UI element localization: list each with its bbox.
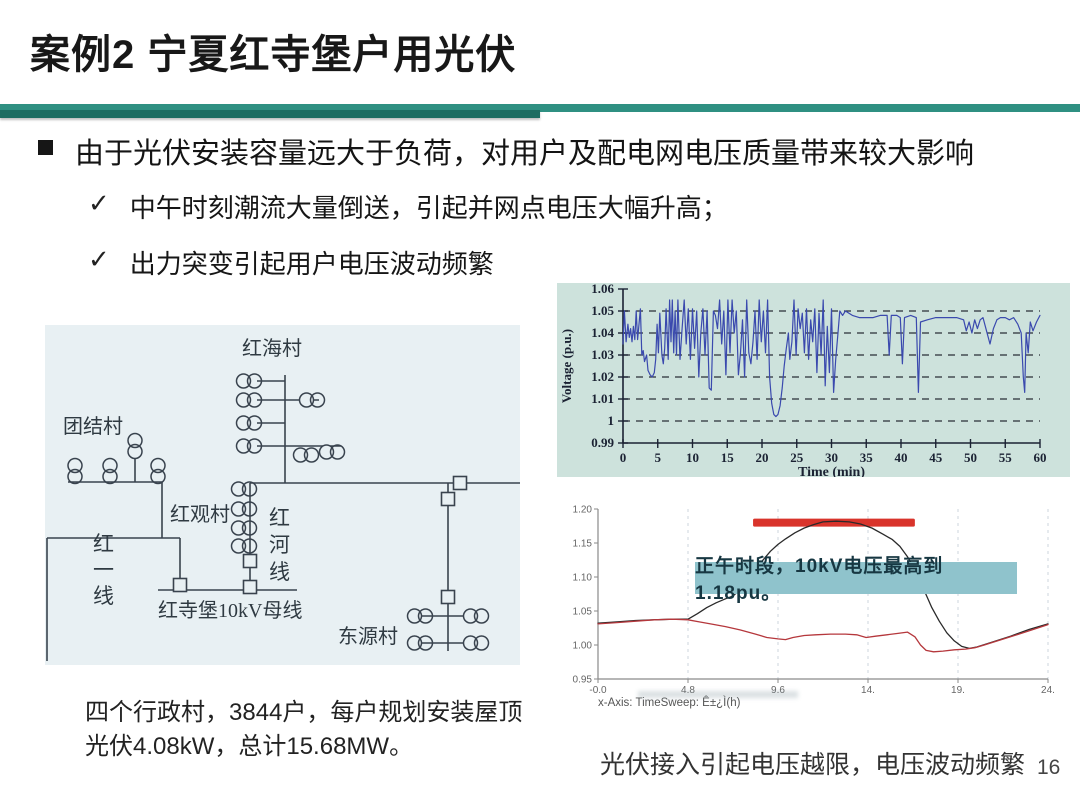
page-title: 案例2 宁夏红寺堡户用光伏 [30, 33, 517, 77]
svg-text:35: 35 [860, 450, 874, 465]
svg-text:14.: 14. [861, 685, 875, 696]
svg-text:20: 20 [756, 450, 769, 465]
sub-bullet-1: ✓ 中午时刻潮流大量倒送，引起并网点电压大幅升高； [88, 188, 728, 225]
svg-text:河: 河 [269, 533, 290, 557]
svg-text:红寺堡10kV母线: 红寺堡10kV母线 [158, 599, 302, 622]
sub-bullet-2: ✓ 出力突变引起用户电压波动频繁 [88, 244, 494, 281]
voltage-fluctuation-chart-panel: 0.99 1 1.01 1.02 1.03 1.04 1.05 1.06 0 5 10 15 20 25 3… [557, 283, 1070, 477]
svg-text:15: 15 [721, 450, 735, 465]
svg-text:1.05: 1.05 [591, 303, 614, 318]
distribution-network-diagram-panel: 红海村 团结村 红观村红河线红一线红寺堡10kV母线 东源村 [45, 325, 520, 665]
diagram-caption: 四个行政村，3844户，每户规划安装屋顶 光伏4.08kW，总计15.68MW。 [85, 696, 522, 764]
voltage-fluctuation-chart: 0.99 1 1.01 1.02 1.03 1.04 1.05 1.06 0 5 10 15 20 25 3… [559, 283, 1047, 477]
svg-text:1.02: 1.02 [591, 369, 614, 384]
illegible-subtext [638, 691, 798, 698]
svg-text:1.20: 1.20 [573, 505, 593, 516]
svg-text:团结村: 团结村 [63, 415, 123, 438]
svg-text:一: 一 [93, 558, 114, 582]
svg-text:5: 5 [655, 450, 662, 465]
svg-text:-0.0: -0.0 [589, 685, 607, 696]
page-number: 16 [1037, 756, 1061, 779]
svg-text:30: 30 [825, 450, 838, 465]
svg-text:红: 红 [269, 506, 290, 530]
svg-text:1: 1 [608, 413, 615, 428]
title-divider-light [0, 104, 1080, 112]
svg-text:红: 红 [93, 532, 114, 556]
daily-voltage-curve-chart-panel: 0.95 1.00 1.05 1.10 1.15 1.20 -0.0 4.8 9.6 14. 19.… [560, 495, 1080, 710]
svg-text:4.8: 4.8 [681, 685, 695, 696]
svg-text:60: 60 [1034, 450, 1047, 465]
charts-caption: 光伏接入引起电压越限，电压波动频繁 [600, 751, 1026, 779]
svg-text:55: 55 [999, 450, 1013, 465]
svg-text:1.03: 1.03 [591, 347, 614, 362]
svg-text:40: 40 [895, 450, 908, 465]
check-icon: ✓ [88, 188, 110, 218]
sub-bullet-1-text: 中午时刻潮流大量倒送，引起并网点电压大幅升高； [129, 193, 728, 223]
title-divider-dark [0, 110, 540, 118]
svg-text:1.05: 1.05 [573, 607, 593, 618]
svg-text:1.00: 1.00 [573, 641, 593, 652]
svg-text:Voltage (p.u.): Voltage (p.u.) [559, 329, 574, 403]
svg-text:24.: 24. [1041, 685, 1055, 696]
svg-text:0.99: 0.99 [591, 435, 614, 450]
svg-text:1.15: 1.15 [573, 539, 593, 550]
svg-text:50: 50 [964, 450, 977, 465]
svg-text:1.04: 1.04 [591, 325, 614, 340]
sub-bullet-2-text: 出力突变引起用户电压波动频繁 [129, 249, 494, 279]
annotation-box: 正午时段，10kV电压最高到1.18pu。 [695, 556, 1017, 604]
svg-text:9.6: 9.6 [771, 685, 785, 696]
svg-text:线: 线 [93, 584, 114, 608]
svg-text:红观村: 红观村 [170, 503, 230, 526]
svg-text:x-Axis: TimeSweep: Ê±¿Ì(h): x-Axis: TimeSweep: Ê±¿Ì(h) [598, 696, 741, 709]
svg-text:10: 10 [686, 450, 699, 465]
svg-text:0.95: 0.95 [573, 675, 593, 686]
svg-text:19.: 19. [951, 685, 965, 696]
svg-text:东源村: 东源村 [338, 625, 398, 648]
main-bullet: 由于光伏安装容量远大于负荷，对用户及配电网电压质量带来较大影响 [38, 130, 1048, 172]
svg-text:1.06: 1.06 [591, 283, 614, 296]
svg-text:25: 25 [790, 450, 804, 465]
svg-text:0: 0 [620, 450, 627, 465]
diagram-caption-line2: 光伏4.08kW，总计15.68MW。 [85, 733, 414, 760]
svg-text:1.10: 1.10 [573, 573, 593, 584]
bullet-square-icon [38, 140, 53, 155]
svg-text:线: 线 [269, 560, 290, 584]
check-icon: ✓ [88, 244, 110, 274]
svg-text:45: 45 [929, 450, 943, 465]
svg-text:1.01: 1.01 [591, 391, 614, 406]
diagram-caption-line1: 四个行政村，3844户，每户规划安装屋顶 [85, 699, 523, 726]
main-bullet-text: 由于光伏安装容量远大于负荷，对用户及配电网电压质量带来较大影响 [75, 138, 975, 170]
svg-text:Time (min): Time (min) [798, 465, 865, 477]
daily-voltage-curve-chart: 0.95 1.00 1.05 1.10 1.15 1.20 -0.0 4.8 9.6 14. 19.… [573, 505, 1055, 710]
svg-text:红海村: 红海村 [242, 337, 302, 360]
